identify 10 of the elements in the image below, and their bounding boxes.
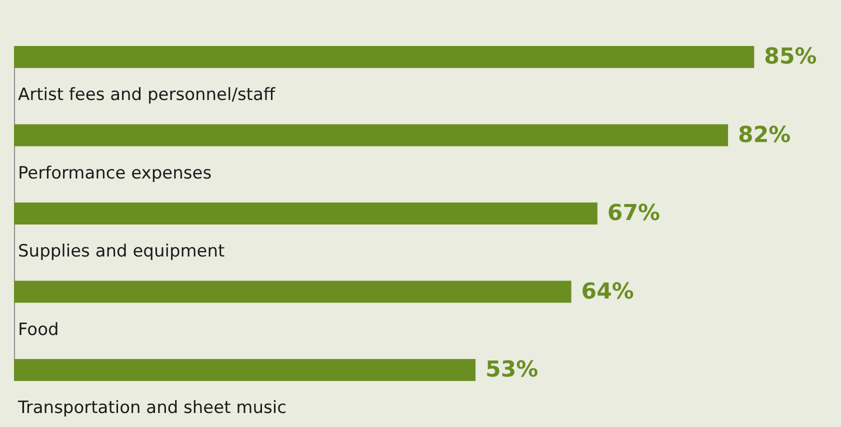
data-label: 85% [764, 44, 817, 70]
data-label: 64% [581, 279, 634, 304]
data-label: 82% [738, 122, 791, 148]
y-tick-label: Supplies and equipment [18, 242, 226, 262]
y-tick-label: Artist fees and personnel/staff [18, 85, 276, 105]
y-tick-label: Food [18, 320, 59, 340]
data-label: 53% [486, 358, 538, 382]
y-tick-label: Transportation and sheet music [17, 398, 286, 418]
y-tick-label: Performance expenses [18, 163, 212, 184]
data-label: 67% [607, 201, 660, 226]
